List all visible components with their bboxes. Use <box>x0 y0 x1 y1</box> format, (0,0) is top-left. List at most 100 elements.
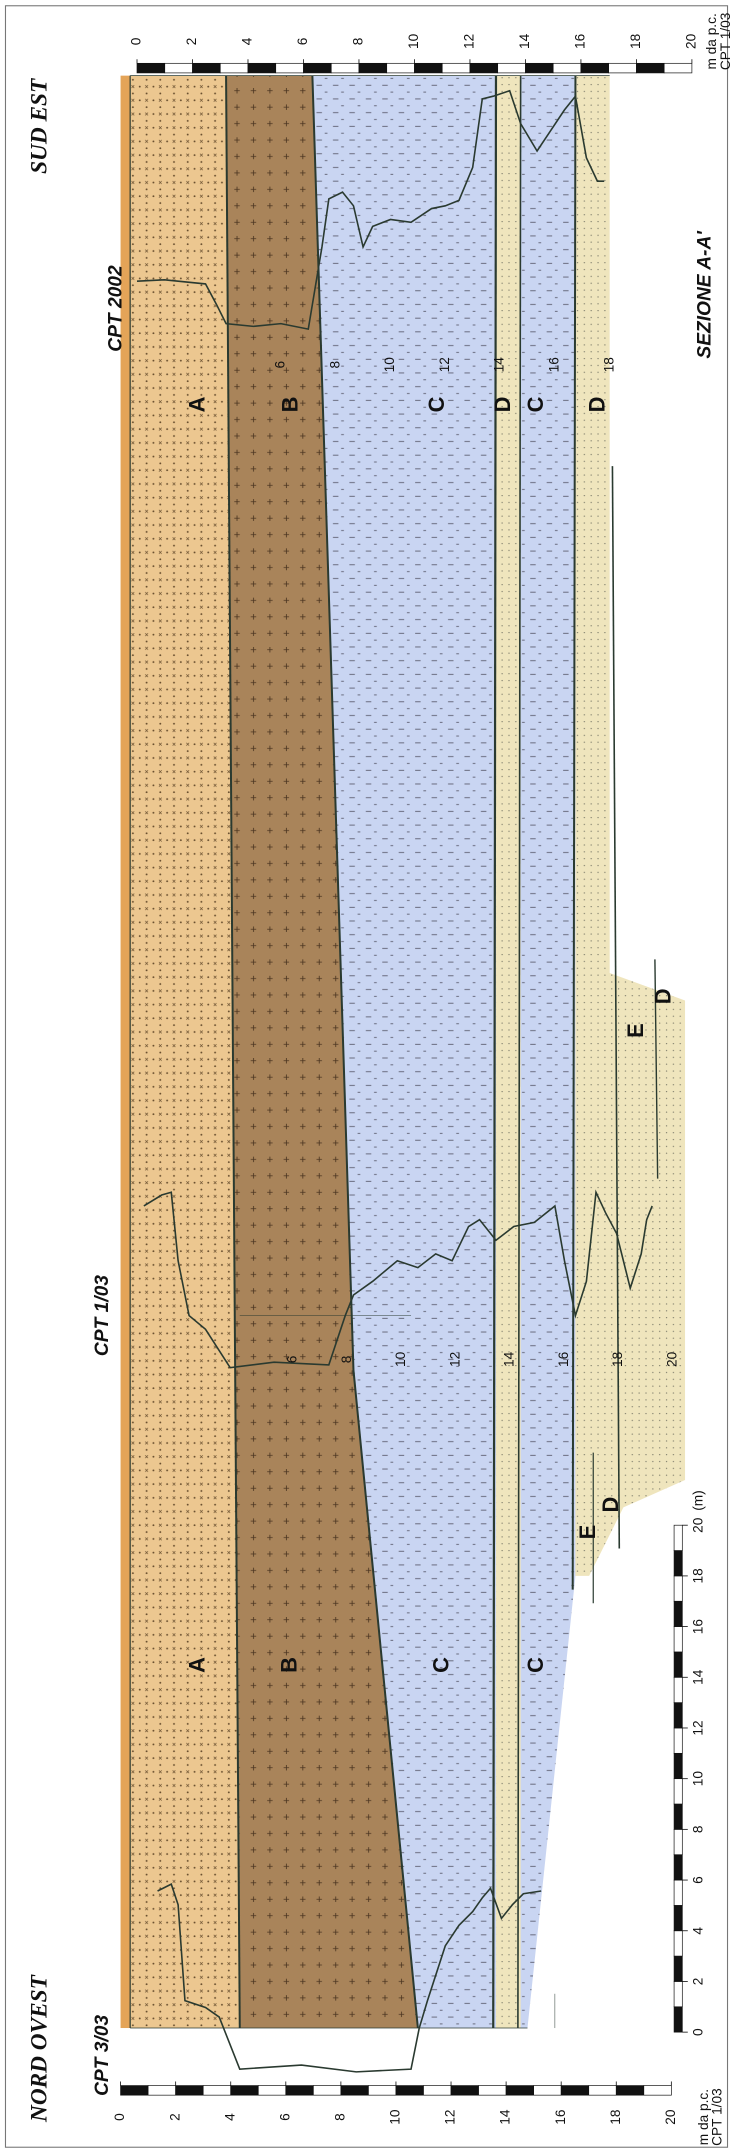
boundaries <box>130 76 657 2028</box>
scale-segment <box>505 2085 534 2096</box>
layer-label: A <box>184 1657 209 1673</box>
cpt-depth: 6 <box>285 1355 300 1363</box>
scale-segment <box>175 2085 204 2096</box>
scale-segment <box>673 1981 683 2008</box>
scale-segment <box>673 1879 683 1906</box>
scale-label: 12 <box>690 1720 705 1735</box>
cpt-depth: 16 <box>556 1351 571 1367</box>
scale-label: 18 <box>628 33 643 49</box>
scale-segment <box>136 62 166 74</box>
scale-label: 4 <box>690 1927 705 1935</box>
scale-segment <box>340 2085 369 2096</box>
scale-segment <box>257 2085 287 2096</box>
scale-segment <box>192 62 221 74</box>
scale-segment <box>673 1752 683 1780</box>
cpt-depth: 20 <box>664 1351 679 1367</box>
scale-segment <box>423 2085 452 2096</box>
scale-label: 10 <box>406 33 421 49</box>
scale-segment <box>673 1626 683 1653</box>
scale-unit: CPT 1/03 <box>718 12 733 70</box>
ground-strip <box>120 75 131 2029</box>
scale-segment <box>478 2085 507 2096</box>
scale-segment <box>330 62 360 74</box>
scale-label: 18 <box>608 2109 623 2125</box>
layer-label: C <box>523 396 548 412</box>
scale-label: 4 <box>240 37 255 45</box>
layer-label: D <box>650 988 675 1004</box>
cpt-depth: 10 <box>382 357 397 373</box>
scale-unit: m da p.c. <box>704 13 719 69</box>
scale-segment <box>120 2085 149 2096</box>
cpt-depth: 18 <box>601 357 616 373</box>
scale-label: 0 <box>112 2113 127 2121</box>
scale-segment <box>441 62 471 74</box>
scale-label: 20 <box>684 33 699 49</box>
scale-label: 8 <box>690 1825 705 1833</box>
scale-label: 6 <box>690 1876 705 1884</box>
layer-label: D <box>490 397 515 413</box>
scale-segment <box>673 1550 683 1577</box>
layer-a <box>130 75 240 2029</box>
scale-label: 20 <box>663 2109 678 2125</box>
scale-label: 0 <box>129 37 144 45</box>
scale-label: 16 <box>573 33 588 49</box>
layer-d-lower <box>575 75 686 1576</box>
scale-segment <box>673 1778 683 1805</box>
scale-segment <box>673 1524 683 1551</box>
cpt-depth: 8 <box>339 1355 354 1363</box>
scale-segment <box>395 2085 424 2096</box>
scale-segment <box>673 1803 683 1830</box>
scale-label: 2 <box>690 1978 705 1986</box>
layer-label: D <box>598 1497 623 1513</box>
layer-label: C <box>428 1657 453 1673</box>
scale-label: 16 <box>553 2109 568 2125</box>
cpt-depth: 8 <box>327 361 342 369</box>
scale-segment <box>560 2085 590 2096</box>
cpt-depth: 18 <box>610 1351 625 1367</box>
scale-label: 0 <box>690 2028 705 2036</box>
scale-segment <box>643 2085 672 2096</box>
frame <box>4 5 729 2148</box>
scale-segment <box>673 1829 683 1856</box>
scale-segment <box>312 2085 342 2096</box>
scale-label: 18 <box>690 1568 705 1584</box>
scale-label: 14 <box>517 33 532 49</box>
layer-label: B <box>276 1657 301 1673</box>
cpt-depth: 14 <box>492 357 507 373</box>
scale-label: 14 <box>498 2109 513 2125</box>
scale-segment <box>386 62 415 74</box>
scale-segment <box>608 62 637 74</box>
scale-segment <box>673 1905 683 1932</box>
scale-segment <box>525 62 554 74</box>
cpt-label: CPT 1/03 <box>92 1275 113 1356</box>
scale-segment <box>285 2085 314 2096</box>
layer-label: C <box>424 396 449 412</box>
scale-segment <box>147 2085 176 2096</box>
north-west-label: NORD OVEST <box>26 1974 52 2123</box>
layer-label: E <box>575 1525 600 1540</box>
cpt-depth: 16 <box>547 357 562 373</box>
scale-segment <box>219 62 249 74</box>
scale-segment <box>164 62 193 74</box>
scale-label: 10 <box>388 2109 403 2125</box>
scale-segment <box>247 62 277 74</box>
cpt-label: CPT 2002 <box>106 265 127 352</box>
scale-segment <box>230 2085 259 2096</box>
cpt-traces <box>137 91 652 2072</box>
scale-label: 8 <box>333 2113 348 2121</box>
layer-label: D <box>585 397 610 413</box>
scale-label: 6 <box>295 37 310 45</box>
cpt-depth: 12 <box>437 357 452 372</box>
scale-label: 10 <box>690 1771 705 1787</box>
scale-label: 12 <box>462 34 477 49</box>
scale-segment <box>636 62 665 74</box>
scale-segment <box>202 2085 232 2096</box>
scale-unit: m da p.c. <box>696 2089 711 2145</box>
scale-label: 20 <box>690 1517 705 1533</box>
scale-segment <box>673 1575 683 1602</box>
scale-segment <box>580 62 610 74</box>
cpt-depth: 14 <box>502 1351 517 1367</box>
south-east-label: SUD EST <box>26 78 52 174</box>
scale-segment <box>615 2085 645 2096</box>
